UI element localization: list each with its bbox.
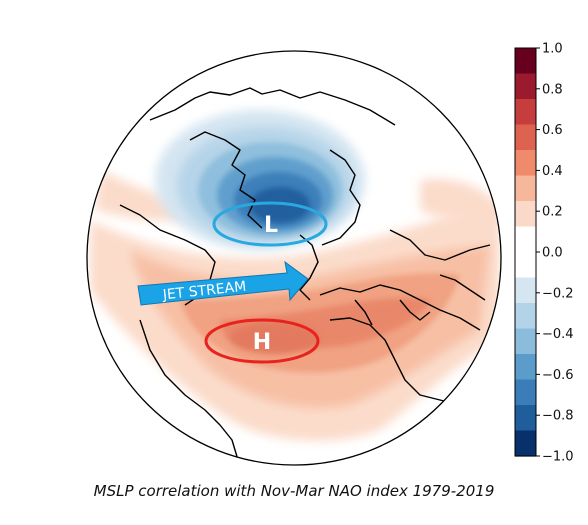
colorbar-bin — [515, 48, 536, 75]
colorbar-bin — [515, 277, 536, 304]
low-label: L — [264, 213, 278, 238]
colorbar-bin — [515, 226, 536, 253]
colorbar-bin — [515, 99, 536, 126]
high-pressure-annotation: H — [204, 318, 320, 364]
colorbar-bin — [515, 354, 536, 381]
colorbar-tick-label: 0.8 — [542, 82, 563, 97]
colorbar-tick-label: 0.0 — [542, 246, 563, 261]
jet-arrow-shape — [137, 260, 309, 306]
globe-outline — [86, 50, 502, 466]
colorbar-bin — [515, 405, 536, 432]
colorbar-bin — [515, 73, 536, 100]
colorbar-tick-label: 1.0 — [542, 42, 563, 57]
colorbar-tick-label: −0.4 — [542, 327, 574, 342]
colorbar-bin — [515, 379, 536, 406]
colorbar-tick-label: −0.6 — [542, 368, 574, 383]
low-pressure-annotation: L — [212, 201, 328, 247]
colorbar-bin — [515, 430, 536, 457]
colorbar-bin — [515, 150, 536, 177]
colorbar-tick-label: −0.8 — [542, 409, 574, 424]
colorbar-bin — [515, 175, 536, 202]
globe — [86, 50, 502, 466]
colorbar: 1.0 0.8 0.6 0.4 0.2 0.0 −0.2 −0.4 −0.6 −0.8 −1.0 — [514, 42, 574, 465]
high-label: H — [253, 330, 271, 355]
colorbar-ticks: 1.0 0.8 0.6 0.4 0.2 0.0 −0.2 −0.4 −0.6 −0.8 −1.0 — [536, 42, 574, 465]
high-ellipse — [204, 318, 320, 364]
colorbar-tick-label: 0.4 — [542, 164, 563, 179]
low-ellipse — [212, 201, 328, 247]
colorbar-tick-label: 0.6 — [542, 123, 563, 138]
colorbar-bin — [515, 328, 536, 355]
correlation-shading — [90, 110, 500, 441]
colorbar-tick-label: 0.2 — [542, 205, 563, 220]
colorbar-tick-label: −1.0 — [542, 450, 574, 465]
colorbar-bin — [515, 201, 536, 228]
map-caption: MSLP correlation with Nov-Mar NAO index … — [93, 482, 495, 500]
colorbar-bin — [515, 124, 536, 151]
colorbar-bins — [515, 48, 536, 457]
colorbar-bin — [515, 303, 536, 330]
colorbar-bin — [515, 252, 536, 279]
colorbar-tick-label: −0.2 — [542, 286, 574, 301]
